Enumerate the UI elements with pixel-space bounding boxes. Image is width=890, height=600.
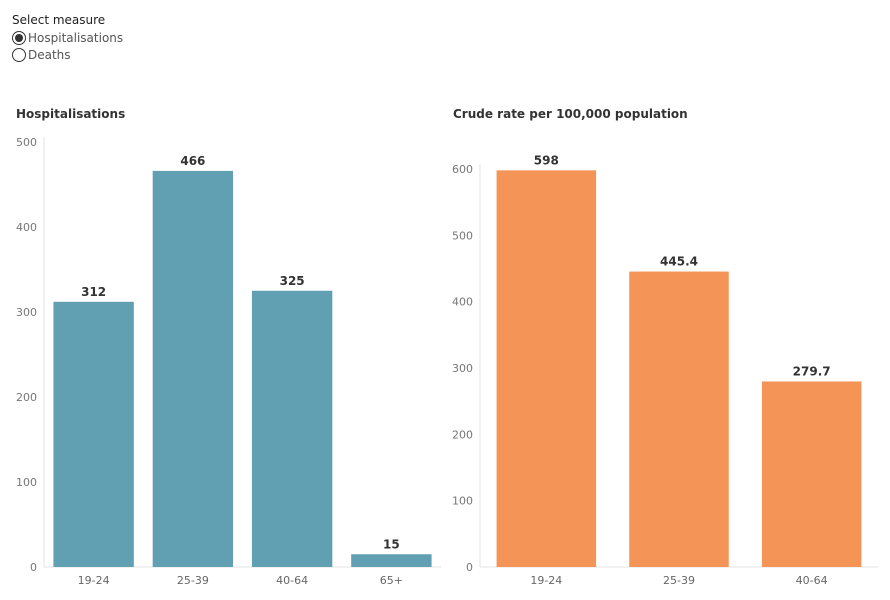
data-label: 445.4 xyxy=(660,255,698,269)
y-tick-label: 400 xyxy=(16,221,37,234)
x-tick-label: 40-64 xyxy=(796,574,828,587)
data-label: 15 xyxy=(383,537,400,551)
y-tick-label: 200 xyxy=(16,391,37,404)
x-tick-label: 19-24 xyxy=(78,574,110,587)
bar-19-24 xyxy=(496,170,597,567)
radio-option-deaths[interactable]: Deaths xyxy=(12,46,123,63)
bar-25-39 xyxy=(152,170,234,567)
y-tick-label: 100 xyxy=(452,495,473,508)
chart-title-crude-rate: Crude rate per 100,000 population xyxy=(453,107,688,121)
bar-40-64 xyxy=(251,290,333,567)
y-tick-label: 600 xyxy=(452,163,473,176)
x-tick-label: 19-24 xyxy=(530,574,562,587)
chart-title-hospitalisations: Hospitalisations xyxy=(16,107,126,121)
radio-selected-icon[interactable] xyxy=(12,30,26,45)
y-tick-label: 100 xyxy=(16,476,37,489)
data-label: 279.7 xyxy=(793,364,831,378)
bar-19-24 xyxy=(53,301,134,567)
radio-label-hospitalisations: Hospitalisations xyxy=(28,30,124,45)
data-label: 466 xyxy=(180,154,205,168)
radio-label-deaths: Deaths xyxy=(28,47,71,62)
y-tick-label: 500 xyxy=(452,229,473,242)
data-label: 598 xyxy=(534,153,559,167)
bar-40-64 xyxy=(761,381,862,567)
y-tick-label: 500 xyxy=(16,136,37,149)
radio-dot-icon xyxy=(15,33,23,42)
y-tick-label: 300 xyxy=(16,306,37,319)
y-tick-label: 200 xyxy=(452,428,473,441)
measure-selector-title: Select measure xyxy=(12,13,106,27)
data-label: 312 xyxy=(81,285,106,299)
y-tick-label: 400 xyxy=(452,296,473,309)
y-tick-label: 0 xyxy=(466,561,473,574)
x-tick-label: 25-39 xyxy=(177,574,209,587)
x-tick-label: 65+ xyxy=(380,574,403,587)
y-tick-label: 0 xyxy=(30,561,37,574)
radio-option-hospitalisations[interactable]: Hospitalisations xyxy=(12,29,123,46)
x-tick-label: 25-39 xyxy=(663,574,695,587)
measure-selector: Select measure Hospitalisations Deaths xyxy=(12,13,123,63)
radio-unselected-icon[interactable] xyxy=(12,47,26,62)
hospitalisations-chart: 0 100 200 300 400 500 312 19-24 466 25-39 325 40-64… xyxy=(16,136,441,587)
data-label: 325 xyxy=(280,274,305,288)
y-tick-label: 300 xyxy=(452,362,473,375)
bar-25-39 xyxy=(629,271,729,567)
x-tick-label: 40-64 xyxy=(276,574,308,587)
bar-65+ xyxy=(351,554,432,567)
